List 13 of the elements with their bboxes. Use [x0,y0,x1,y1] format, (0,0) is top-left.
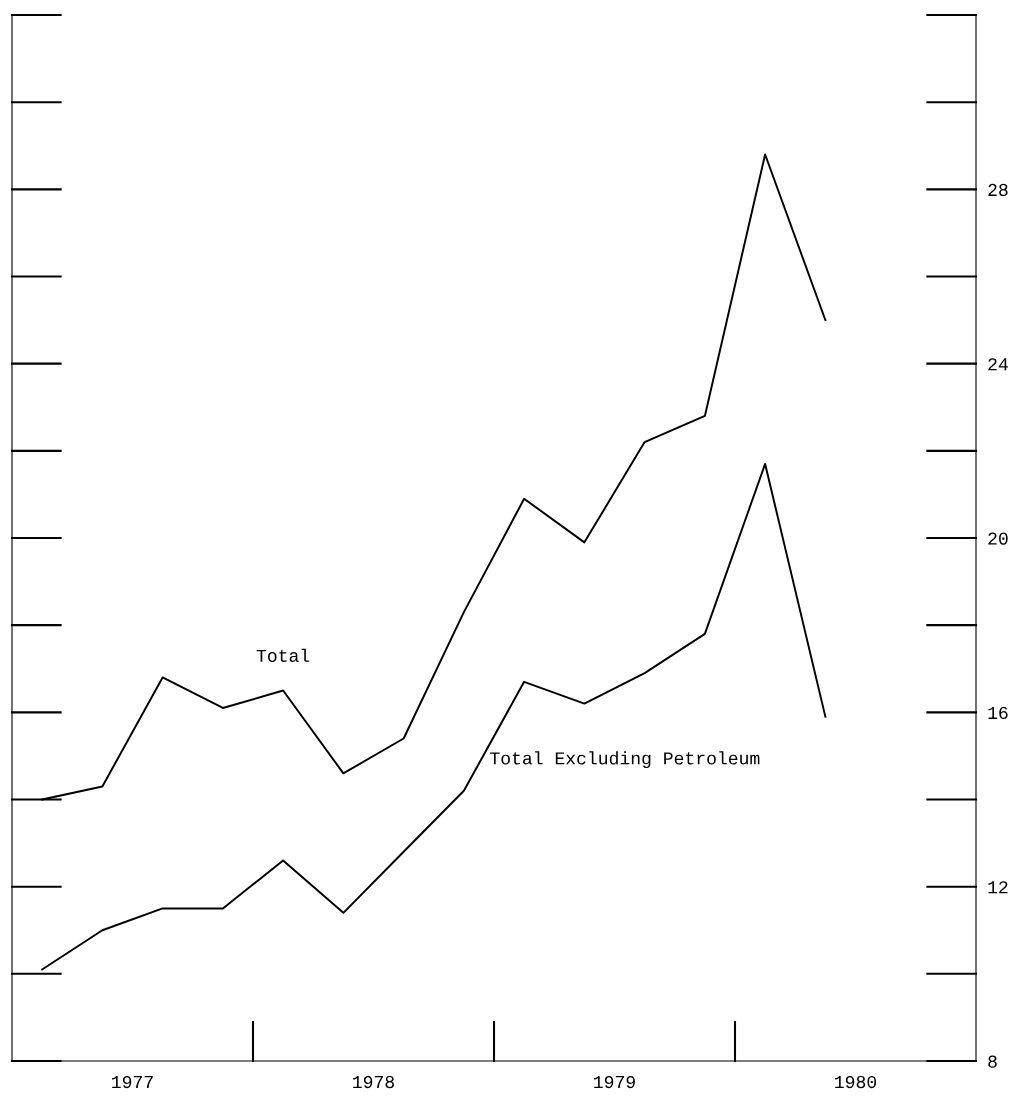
line-series [41,462,827,971]
x-tick-label: 1977 [112,1075,153,1089]
series-label: Total [256,648,310,662]
y-tick-label: 16 [988,706,1008,720]
y-tick-label: 8 [988,1055,997,1068]
x-tick-label: 1979 [594,1075,635,1089]
y-tick-label: 24 [988,358,1008,371]
y-tick-label: 20 [988,532,1008,545]
x-tick-label: 1978 [353,1075,394,1089]
x-tick-label: 1980 [835,1075,877,1089]
series-label: Total Excluding Petroleum [490,751,760,769]
y-tick-label: 28 [988,183,1008,197]
y-tick-label: 12 [988,881,1008,894]
